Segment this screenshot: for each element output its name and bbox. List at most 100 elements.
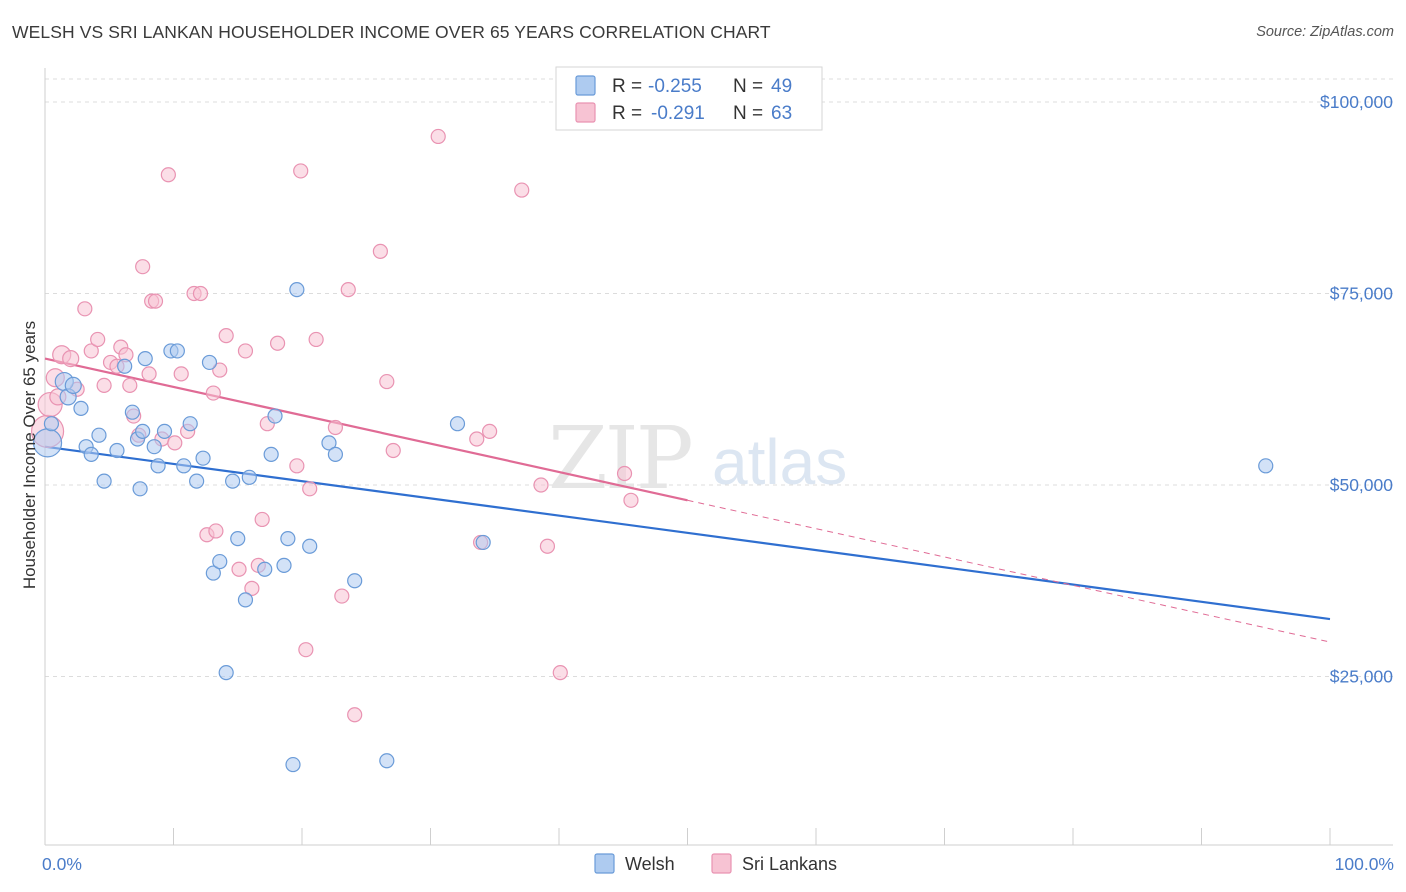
srilankan-point xyxy=(167,435,183,451)
srilankan-point xyxy=(237,343,254,359)
srilankan-point xyxy=(302,481,318,497)
srilankan-n-label: N = xyxy=(733,103,763,124)
srilankan-point xyxy=(293,163,309,179)
welsh-point xyxy=(230,530,246,547)
x-tick-label: 100.0% xyxy=(1335,854,1394,874)
srilankan-point xyxy=(269,335,286,351)
welsh-point xyxy=(347,573,363,589)
welsh-point xyxy=(182,416,198,432)
welsh-point xyxy=(205,565,221,581)
welsh-point xyxy=(280,530,296,547)
srilankan-point xyxy=(533,477,549,493)
welsh-point xyxy=(263,446,279,462)
welsh-legend-swatch xyxy=(575,75,596,96)
welsh-point xyxy=(124,404,140,420)
srilankan-point xyxy=(623,492,639,508)
welsh-point xyxy=(285,756,301,773)
srilankan-point xyxy=(90,331,106,348)
welsh-n-label: N = xyxy=(733,76,763,97)
watermark-zip: ZIP xyxy=(548,409,691,509)
srilankan-point xyxy=(430,128,446,145)
welsh-point xyxy=(201,354,218,371)
welsh-point xyxy=(1258,458,1274,474)
srilankan-point xyxy=(616,465,633,482)
trend-lines xyxy=(44,357,1331,643)
srilankan-point xyxy=(135,259,151,275)
srilankan-point xyxy=(173,366,189,382)
srilankan-legend-swatch xyxy=(575,102,596,123)
stats-legend: R = -0.255 N = 49 R = -0.291 N = 63 xyxy=(555,66,823,131)
srilankan-point xyxy=(340,282,356,298)
welsh-point xyxy=(267,408,283,424)
srilankan-point xyxy=(122,377,138,393)
welsh-point xyxy=(289,282,305,298)
welsh-point xyxy=(137,350,153,367)
srilankan-point xyxy=(62,349,80,368)
srilankan-point xyxy=(289,458,305,474)
y-tick-label: $100,000 xyxy=(1320,92,1393,112)
welsh-point xyxy=(302,538,318,554)
welsh-point xyxy=(64,376,82,394)
welsh-point xyxy=(276,557,292,574)
welsh-point xyxy=(109,442,125,459)
srilankan-point xyxy=(244,580,260,596)
welsh-point xyxy=(156,423,173,439)
srilankan-point xyxy=(327,419,344,436)
welsh-r-value: -0.255 xyxy=(648,76,702,97)
welsh-point xyxy=(449,416,466,432)
x-tick-labels: 0.0% 100.0% xyxy=(42,854,1394,874)
srilankan-point xyxy=(298,642,314,658)
welsh-bottom-swatch xyxy=(594,853,615,874)
source-label: Source: ZipAtlas.com xyxy=(1256,24,1394,40)
srilankan-point xyxy=(379,373,395,390)
srilankan-point xyxy=(96,377,112,393)
welsh-point xyxy=(169,343,185,359)
welsh-point xyxy=(379,753,395,769)
welsh-points xyxy=(32,282,1274,773)
welsh-point xyxy=(189,473,205,489)
welsh-point xyxy=(43,416,60,432)
series-legend: Welsh Sri Lankans xyxy=(594,853,837,874)
welsh-point xyxy=(176,458,192,474)
srilankan-point xyxy=(539,538,556,554)
y-tick-label: $75,000 xyxy=(1330,283,1394,303)
srilankan-r-label: R = xyxy=(612,103,642,124)
welsh-point xyxy=(327,446,344,462)
welsh-point xyxy=(212,553,228,570)
srilankan-r-value: -0.291 xyxy=(651,103,705,124)
y-tick-labels: $25,000 $50,000 $75,000 $100,000 xyxy=(1320,92,1394,686)
chart-title: WELSH VS SRI LANKAN HOUSEHOLDER INCOME O… xyxy=(12,22,771,42)
srilankan-point xyxy=(212,362,228,378)
welsh-point xyxy=(117,358,133,374)
srilankan-point xyxy=(192,285,209,302)
y-tick-label: $50,000 xyxy=(1330,475,1394,495)
srilankan-bottom-label: Sri Lankans xyxy=(742,854,837,874)
srilankan-point xyxy=(77,301,93,317)
welsh-point xyxy=(83,446,99,462)
srilankan-point xyxy=(83,343,99,359)
srilankan-point xyxy=(254,511,270,528)
srilankan-point xyxy=(334,588,350,604)
x-tick-label: 0.0% xyxy=(42,854,82,874)
welsh-r-label: R = xyxy=(612,76,642,97)
srilankan-point xyxy=(147,293,164,309)
srilankan-point xyxy=(552,665,568,681)
welsh-point xyxy=(475,534,491,551)
srilankan-point xyxy=(308,331,324,348)
srilankan-point xyxy=(385,442,401,459)
welsh-point xyxy=(225,473,241,489)
srilankan-point xyxy=(208,523,224,539)
srilankan-point xyxy=(482,423,498,439)
y-tick-label: $25,000 xyxy=(1330,666,1394,686)
welsh-point xyxy=(218,665,234,681)
srilankan-n-value: 63 xyxy=(771,103,792,124)
welsh-bottom-label: Welsh xyxy=(625,854,675,874)
welsh-point xyxy=(96,473,112,489)
welsh-trend-line xyxy=(44,445,1331,621)
srilankan-bottom-swatch xyxy=(711,853,732,874)
srilankan-point xyxy=(205,385,221,401)
welsh-point xyxy=(135,423,151,439)
srilankan-point xyxy=(469,431,485,447)
welsh-point xyxy=(237,592,254,608)
